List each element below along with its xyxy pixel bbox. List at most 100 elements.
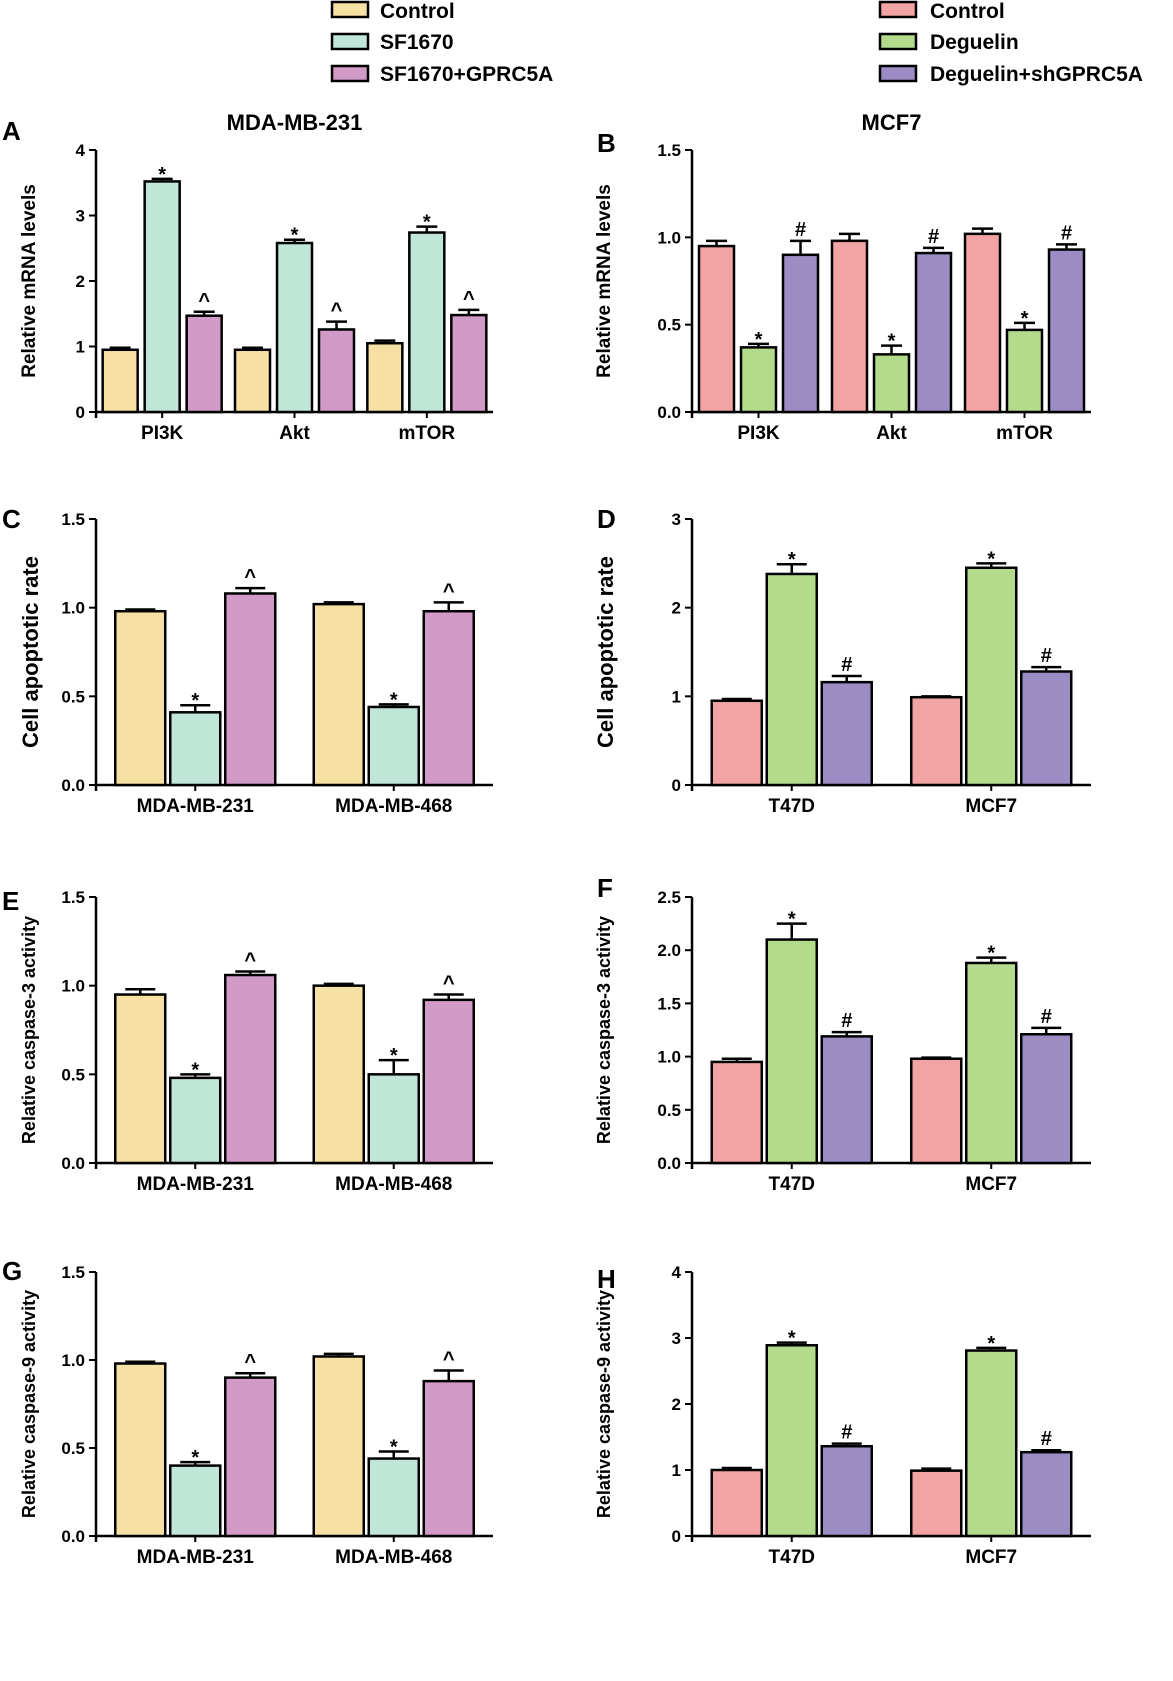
x-tick-label-d: MCF7 [965, 796, 1017, 817]
y-axis-label-h: Relative caspase-9 activity [594, 1290, 614, 1518]
bar-h-2 [765, 1344, 818, 1538]
y-tick-label-e: 0.5 [61, 1065, 85, 1084]
y-tick-label-d: 0 [672, 776, 681, 795]
panel-title-a: MDA-MB-231 [227, 110, 363, 135]
significance-mark-c: ^ [244, 566, 256, 588]
x-tick-label-d: T47D [769, 796, 815, 817]
bar-b-2 [739, 346, 778, 414]
bar-c-1 [114, 609, 167, 787]
significance-mark-a: * [158, 164, 166, 186]
significance-mark-f: * [987, 943, 995, 965]
y-tick-label-b: 1.0 [657, 228, 681, 247]
significance-mark-c: ^ [443, 580, 455, 602]
y-tick-label-d: 2 [672, 599, 681, 618]
bar-a-1 [101, 348, 139, 414]
significance-mark-g: ^ [443, 1349, 455, 1371]
significance-mark-e: ^ [244, 949, 256, 971]
y-tick-label-f: 0.0 [657, 1154, 681, 1173]
legend-label-control: Control [380, 0, 455, 23]
bar-f-3 [1020, 1033, 1073, 1165]
bar-a-3 [317, 328, 356, 414]
bar-a-3 [185, 314, 223, 414]
bar-h-3 [1020, 1450, 1073, 1538]
x-tick-label-f: MCF7 [965, 1174, 1017, 1195]
bar-a-1 [233, 348, 272, 414]
bar-f-1 [910, 1057, 963, 1165]
y-tick-label-g: 0.0 [61, 1527, 85, 1546]
x-tick-label-f: T47D [769, 1174, 815, 1195]
significance-mark-h: * [987, 1333, 995, 1355]
y-tick-label-e: 1.0 [61, 977, 85, 996]
significance-mark-g: * [390, 1437, 398, 1459]
panel-letter-a: A [2, 116, 21, 146]
significance-mark-a: * [291, 225, 299, 247]
significance-mark-h: # [1041, 1428, 1052, 1450]
bar-b-3 [1047, 248, 1086, 414]
bar-g-3 [224, 1376, 277, 1538]
x-tick-label-c: MDA-MB-231 [137, 796, 255, 817]
bar-d-3 [1020, 670, 1073, 787]
y-tick-label-h: 3 [672, 1329, 681, 1348]
significance-mark-f: # [1041, 1006, 1052, 1028]
panel-letter-e: E [2, 886, 19, 916]
y-tick-label-f: 2.5 [657, 888, 681, 907]
significance-mark-d: * [987, 548, 995, 570]
y-tick-label-h: 4 [672, 1263, 682, 1282]
legend-swatch-sf1670 [330, 32, 370, 51]
significance-mark-a: * [423, 212, 431, 234]
bar-c-1 [312, 602, 365, 787]
bar-a-2 [143, 180, 181, 414]
significance-mark-b: * [1021, 308, 1029, 330]
x-tick-label-h: MCF7 [965, 1547, 1017, 1568]
panel-c: C Cell apoptotic rate 0.0 0.5 1.0 1.5 MDA-MB-2… [2, 504, 493, 817]
bar-b-1 [830, 239, 869, 414]
bar-g-2 [169, 1464, 222, 1538]
legend-label-deguelin: Deguelin [930, 31, 1019, 54]
bar-e-1 [312, 984, 365, 1165]
bar-b-3 [914, 251, 953, 414]
bar-a-2 [275, 241, 314, 414]
panel-title-b: MCF7 [862, 110, 922, 135]
y-axis-label-g: Relative caspase-9 activity [19, 1290, 39, 1518]
x-tick-label-g: MDA-MB-468 [335, 1547, 452, 1568]
bar-d-2 [965, 566, 1018, 787]
panel-b: B MCF7 Relative mRNA levels 0.0 0.5 1.0 1.5 PI3… [594, 110, 1091, 444]
y-tick-label-e: 0.0 [61, 1154, 85, 1173]
bar-c-3 [422, 609, 475, 787]
bar-f-2 [965, 961, 1018, 1165]
significance-mark-b: # [928, 226, 939, 248]
y-tick-label-h: 2 [672, 1395, 681, 1414]
bar-f-2 [765, 938, 818, 1165]
significance-mark-g: ^ [244, 1351, 256, 1373]
x-tick-label-e: MDA-MB-468 [335, 1174, 452, 1195]
y-axis-label-b: Relative mRNA levels [594, 184, 615, 378]
significance-mark-a: ^ [463, 288, 475, 310]
bar-b-1 [963, 232, 1002, 414]
bar-h-1 [910, 1469, 963, 1538]
x-tick-label-b: mTOR [996, 423, 1053, 444]
bar-g-2 [367, 1457, 420, 1538]
significance-mark-e: ^ [443, 973, 455, 995]
significance-mark-b: # [795, 219, 806, 241]
y-tick-label-c: 1.5 [61, 510, 85, 529]
bar-c-2 [169, 711, 222, 787]
bar-d-1 [910, 695, 963, 787]
bar-b-1 [697, 244, 736, 414]
y-tick-label-g: 0.5 [61, 1439, 85, 1458]
significance-mark-e: * [191, 1059, 199, 1081]
x-tick-label-e: MDA-MB-231 [137, 1174, 255, 1195]
y-axis-label-f: Relative caspase-3 activity [594, 916, 614, 1144]
legend-label-control-2: Control [930, 0, 1005, 23]
y-tick-label-c: 0.5 [61, 687, 85, 706]
bar-d-3 [820, 680, 873, 787]
y-tick-label-f: 0.5 [657, 1101, 681, 1120]
bar-a-3 [450, 313, 488, 414]
bar-f-1 [710, 1060, 763, 1165]
x-tick-label-b: PI3K [737, 423, 780, 444]
significance-mark-b: * [888, 331, 896, 353]
panel-a: A MDA-MB-231 Relative mRNA levels 0 1 2 3 4 PI3K… [2, 110, 493, 444]
significance-mark-c: * [191, 690, 199, 712]
bar-e-1 [114, 993, 167, 1165]
legend-swatch-control-2 [878, 0, 918, 19]
